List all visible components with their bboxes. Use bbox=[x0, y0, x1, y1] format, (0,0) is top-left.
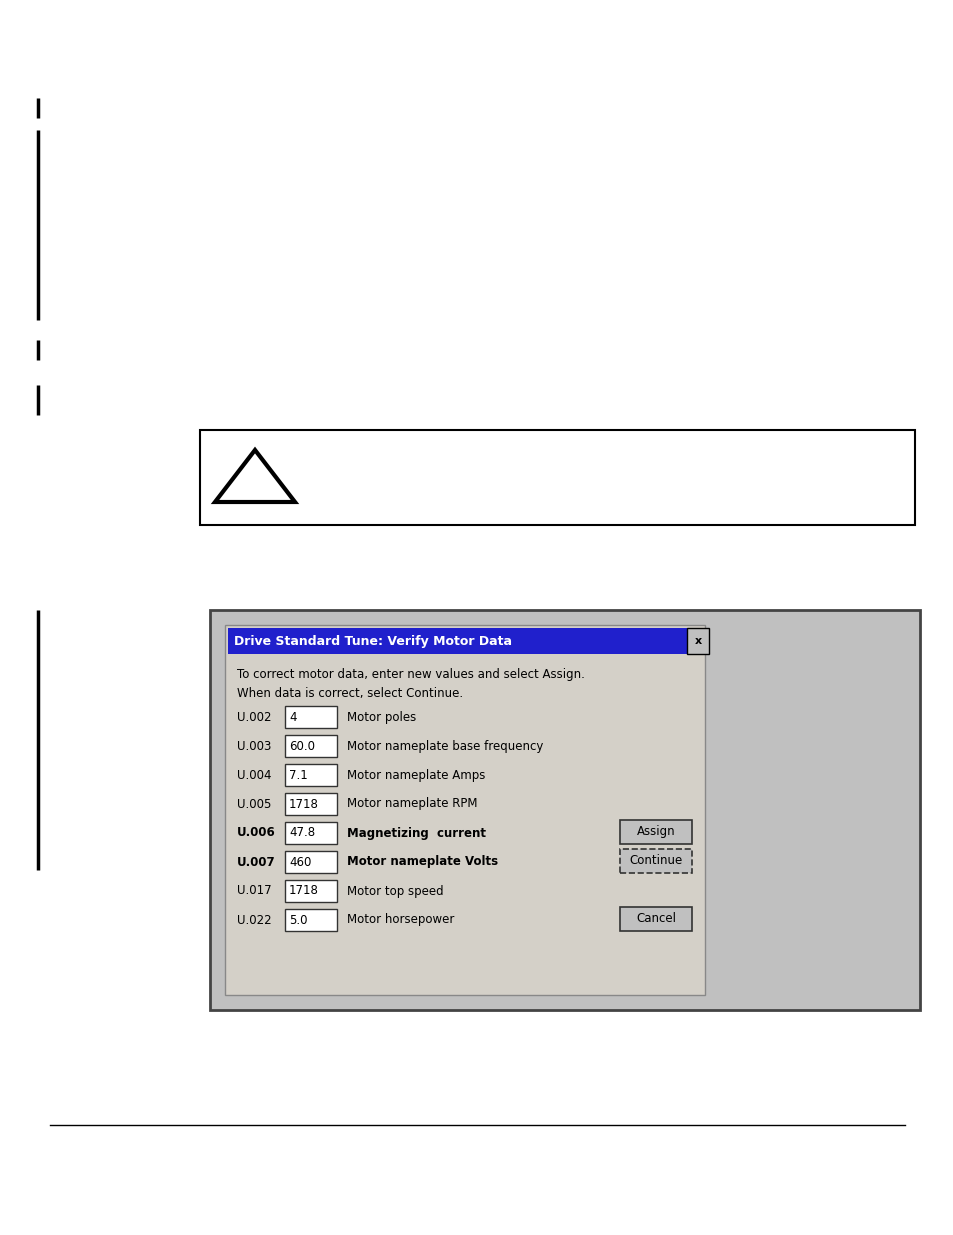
Text: Motor nameplate base frequency: Motor nameplate base frequency bbox=[347, 740, 543, 752]
Text: 1718: 1718 bbox=[289, 884, 318, 898]
FancyBboxPatch shape bbox=[686, 629, 708, 655]
Text: Cancel: Cancel bbox=[636, 913, 676, 925]
Text: Motor top speed: Motor top speed bbox=[347, 884, 443, 898]
Text: 4: 4 bbox=[289, 710, 296, 724]
Text: 47.8: 47.8 bbox=[289, 826, 314, 840]
Text: Assign: Assign bbox=[636, 825, 675, 839]
Text: 1718: 1718 bbox=[289, 798, 318, 810]
FancyBboxPatch shape bbox=[619, 906, 691, 931]
FancyBboxPatch shape bbox=[285, 823, 336, 844]
Text: Magnetizing  current: Magnetizing current bbox=[347, 826, 485, 840]
Text: U.007: U.007 bbox=[236, 856, 275, 868]
Text: Motor nameplate Volts: Motor nameplate Volts bbox=[347, 856, 497, 868]
Text: Motor nameplate Amps: Motor nameplate Amps bbox=[347, 768, 485, 782]
Polygon shape bbox=[214, 450, 294, 501]
Text: U.003: U.003 bbox=[236, 740, 271, 752]
Text: Motor nameplate RPM: Motor nameplate RPM bbox=[347, 798, 477, 810]
FancyBboxPatch shape bbox=[285, 881, 336, 902]
FancyBboxPatch shape bbox=[228, 629, 696, 655]
Text: U.006: U.006 bbox=[236, 826, 275, 840]
FancyBboxPatch shape bbox=[200, 430, 914, 525]
FancyBboxPatch shape bbox=[285, 909, 336, 931]
Text: 460: 460 bbox=[289, 856, 311, 868]
Text: 60.0: 60.0 bbox=[289, 740, 314, 752]
FancyBboxPatch shape bbox=[285, 735, 336, 757]
FancyBboxPatch shape bbox=[285, 851, 336, 873]
Text: Drive Standard Tune: Verify Motor Data: Drive Standard Tune: Verify Motor Data bbox=[233, 635, 512, 647]
Text: Motor poles: Motor poles bbox=[347, 710, 416, 724]
Text: To correct motor data, enter new values and select Assign.
When data is correct,: To correct motor data, enter new values … bbox=[236, 668, 584, 700]
FancyBboxPatch shape bbox=[210, 610, 919, 1010]
Text: Continue: Continue bbox=[629, 855, 682, 867]
FancyBboxPatch shape bbox=[285, 706, 336, 727]
Text: Motor horsepower: Motor horsepower bbox=[347, 914, 454, 926]
FancyBboxPatch shape bbox=[225, 625, 704, 995]
Text: U.005: U.005 bbox=[236, 798, 271, 810]
Text: x: x bbox=[694, 636, 700, 646]
FancyBboxPatch shape bbox=[285, 764, 336, 785]
FancyBboxPatch shape bbox=[619, 848, 691, 873]
Text: U.022: U.022 bbox=[236, 914, 272, 926]
Text: U.017: U.017 bbox=[236, 884, 272, 898]
FancyBboxPatch shape bbox=[285, 793, 336, 815]
Text: 7.1: 7.1 bbox=[289, 768, 308, 782]
Text: U.004: U.004 bbox=[236, 768, 272, 782]
FancyBboxPatch shape bbox=[619, 820, 691, 844]
Text: U.002: U.002 bbox=[236, 710, 272, 724]
Text: 5.0: 5.0 bbox=[289, 914, 307, 926]
